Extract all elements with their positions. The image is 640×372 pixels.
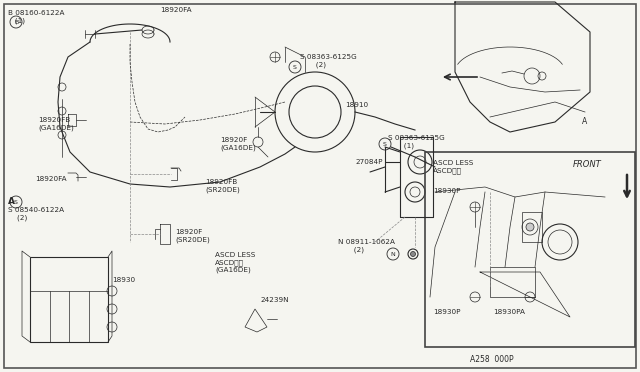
Circle shape [410, 251, 415, 257]
Text: 18920FA: 18920FA [35, 176, 67, 182]
Text: ASCD LESS
ASCD重量
(GA16DE): ASCD LESS ASCD重量 (GA16DE) [215, 252, 255, 273]
Text: S 08363-6125G
       (1): S 08363-6125G (1) [388, 135, 445, 148]
Text: 18920FA: 18920FA [160, 7, 191, 13]
Text: FRONT: FRONT [573, 160, 602, 169]
Bar [30, 257, 108, 342]
Text: 18920FB
(SR20DE): 18920FB (SR20DE) [205, 179, 240, 192]
Bar [425, 152, 635, 347]
Text: A: A [8, 197, 15, 206]
Text: N: N [390, 251, 396, 257]
Text: 18920F
(GA16DE): 18920F (GA16DE) [220, 137, 256, 151]
Text: S 08540-6122A
    (2): S 08540-6122A (2) [8, 207, 64, 221]
Text: S: S [383, 141, 387, 147]
Text: B: B [14, 19, 18, 25]
Text: 18930P: 18930P [433, 188, 461, 194]
Text: 18920F
(SR20DE): 18920F (SR20DE) [175, 229, 210, 243]
Text: B 08160-6122A
   (1): B 08160-6122A (1) [8, 10, 65, 23]
Text: ASCD LESS
ASCD重量: ASCD LESS ASCD重量 [433, 160, 474, 174]
Text: N 08911-1062A
       (2): N 08911-1062A (2) [338, 239, 395, 253]
Text: S 08363-6125G
       (2): S 08363-6125G (2) [300, 54, 356, 67]
Text: 18930PA: 18930PA [493, 309, 525, 315]
Text: 18930: 18930 [112, 277, 135, 283]
Text: 18910: 18910 [345, 102, 368, 108]
Bar [522, 212, 542, 242]
Text: 18930P: 18930P [433, 309, 461, 315]
Text: S: S [293, 64, 297, 70]
Text: 27084P: 27084P [355, 159, 383, 165]
Text: A258  000P: A258 000P [470, 355, 514, 364]
Text: 18920FB
(GA16DE): 18920FB (GA16DE) [38, 117, 74, 131]
Text: 24239N: 24239N [260, 297, 289, 303]
Text: S: S [14, 199, 18, 205]
Circle shape [526, 223, 534, 231]
Text: A: A [582, 117, 588, 126]
